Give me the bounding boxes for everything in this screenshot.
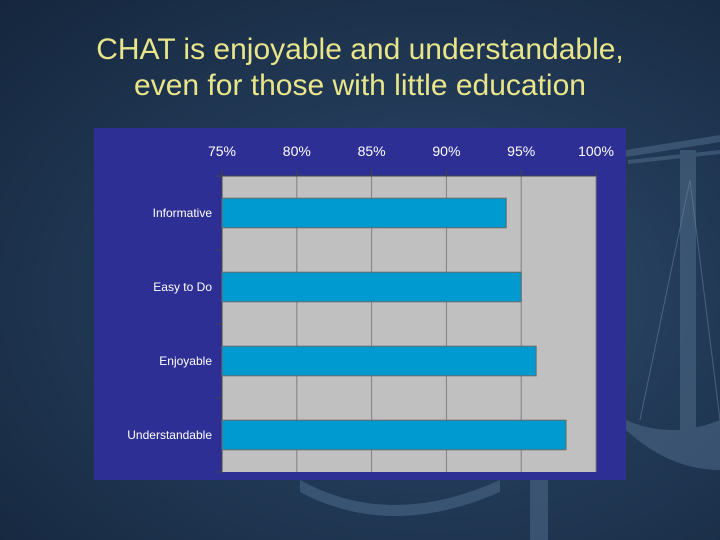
x-tick-label: 75% bbox=[208, 143, 236, 159]
x-tick-label: 80% bbox=[283, 143, 311, 159]
bar bbox=[221, 271, 522, 303]
slide-title-line-2: even for those with little education bbox=[134, 69, 586, 102]
x-tick-label: 95% bbox=[507, 143, 535, 159]
bar bbox=[221, 419, 567, 451]
bar-chart: 75% 80% 85% 90% 95% 100% Informative Easy to Do… bbox=[127, 143, 614, 473]
slide-title-line-1: CHAT is enjoyable and understandable, bbox=[96, 33, 624, 66]
category-label: Easy to Do bbox=[153, 280, 212, 294]
category-label: Informative bbox=[153, 206, 213, 220]
x-tick-label: 85% bbox=[358, 143, 386, 159]
bar bbox=[221, 197, 507, 229]
bar bbox=[221, 345, 537, 377]
slide-title: CHAT is enjoyable and understandable, ev… bbox=[0, 32, 720, 104]
category-label: Understandable bbox=[127, 428, 212, 442]
chart-panel: 75% 80% 85% 90% 95% 100% Informative Easy to Do… bbox=[94, 128, 626, 480]
x-tick-label: 90% bbox=[432, 143, 460, 159]
category-label: Enjoyable bbox=[159, 354, 212, 368]
x-tick-label: 100% bbox=[578, 143, 614, 159]
